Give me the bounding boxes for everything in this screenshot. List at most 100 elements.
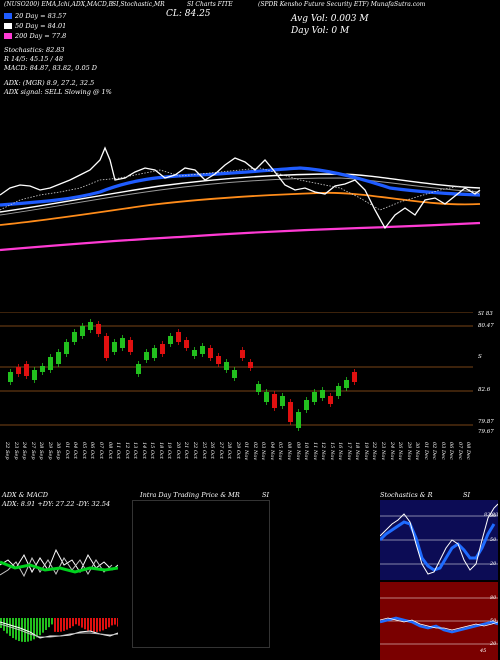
macd-histogram-bar — [99, 618, 101, 632]
candle-body — [144, 352, 149, 360]
macd-histogram-bar — [84, 618, 86, 630]
macd-histogram-bar — [57, 618, 59, 632]
ema200-line — [0, 221, 481, 252]
candle-body — [40, 366, 45, 372]
candle-body — [224, 362, 229, 370]
candle-body — [328, 396, 333, 404]
ema20-line — [0, 166, 481, 207]
candle-body — [280, 396, 285, 406]
macd-histogram-bar — [69, 618, 71, 629]
mrsi-chart — [380, 597, 498, 645]
candle-body — [264, 392, 269, 402]
x-axis-label: 13 Oct — [132, 442, 139, 459]
candle-body — [200, 346, 205, 354]
x-axis-label: 14 Oct — [140, 442, 147, 459]
macd-histogram-bar — [36, 618, 38, 638]
mrsi-signal-line — [380, 617, 498, 631]
macd-histogram-bar — [108, 618, 110, 628]
macd-histogram-bar — [111, 618, 113, 626]
price-label: 79.87 — [478, 419, 494, 425]
macd-histogram-bar — [21, 618, 23, 642]
header-mid: SI,Stochastic,MR — [112, 1, 165, 8]
x-axis-label: 09 Nov — [294, 442, 301, 461]
x-axis-label: 03 Nov — [260, 442, 267, 461]
x-axis-label: 05 Oct — [80, 442, 87, 459]
stochastics-panel: 82.83 80 50 20 — [380, 500, 498, 580]
stoch-si: SI — [463, 491, 471, 499]
candle-body — [136, 364, 141, 374]
legend-swatch — [4, 13, 12, 19]
macd-histogram-bar — [78, 618, 80, 626]
x-axis-label: 01 Dec — [422, 442, 429, 460]
macd-histogram-bar — [48, 618, 50, 628]
x-axis-label: 08 Nov — [286, 442, 292, 461]
macd-histogram-bar — [60, 618, 62, 632]
intraday-si: SI — [262, 491, 270, 499]
candle-body — [232, 370, 237, 378]
candle-body — [24, 364, 29, 376]
x-axis-label: 24 Nov — [388, 442, 395, 461]
candle-body — [296, 412, 301, 428]
macd-readout: MACD: 84.87, 83.82, 0.05 D — [4, 64, 98, 72]
candle-body — [96, 324, 101, 334]
intraday-title: Intra Day Trading Price & MR — [140, 491, 240, 499]
x-axis-label: 27 Oct — [217, 442, 224, 459]
x-axis: 22 Sep 23 Sep 24 Sep 27 Sep 28 Sep 29 Sep 30 S… — [0, 442, 480, 482]
adx-macd-panel: ADX: 8.91 +DY: 27.22 -DY: 32.54 — [0, 500, 118, 660]
x-axis-label: 30 Sep — [55, 442, 62, 460]
x-axis-label: 07 Oct — [98, 442, 104, 459]
mrsi-level-label: 20 — [490, 641, 497, 647]
adx-panel-title: ADX & MACD — [2, 491, 48, 499]
macd-histogram-bar — [117, 618, 118, 627]
macd-histogram-bar — [102, 618, 104, 631]
x-axis-label: 24 Sep — [21, 442, 28, 460]
stochastics-readout: Stochastics: 82.83 — [4, 46, 65, 54]
candle-body — [256, 384, 261, 392]
candle-body — [192, 350, 197, 356]
macd-histogram-bar — [0, 618, 2, 628]
x-axis-label: 11 Oct — [115, 442, 122, 459]
x-axis-label: 15 Oct — [149, 442, 156, 459]
x-axis-label: 02 Nov — [251, 442, 258, 461]
x-axis-label: 19 Oct — [166, 442, 173, 459]
day-vol-label: Day Vol: 0 M — [291, 26, 350, 36]
avg-vol-label: Avg Vol: 0.003 M — [291, 14, 369, 24]
legend-swatch — [4, 33, 12, 39]
candle-body — [240, 350, 245, 358]
x-axis-label: 21 Oct — [183, 442, 190, 459]
macd-histogram-bar — [93, 618, 95, 632]
signal-line — [0, 623, 118, 638]
stochastics-chart — [380, 503, 498, 575]
x-axis-label: 23 Sep — [12, 442, 19, 460]
legend-item: 50 Day = 84.01 — [4, 22, 66, 30]
macd-histogram-bar — [90, 618, 92, 632]
x-axis-label: 22 Sep — [4, 442, 10, 460]
x-axis-label: 26 Nov — [397, 442, 404, 461]
candle-body — [56, 352, 61, 364]
macd-histogram-bar — [3, 618, 5, 631]
stoch-d-line — [380, 520, 496, 572]
x-axis-label: 12 Nov — [320, 442, 327, 461]
price-label: 80.47 — [478, 323, 494, 329]
macd-histogram-bar — [33, 618, 35, 640]
legend-item: 20 Day = 83.57 — [4, 12, 66, 20]
price-label: S — [478, 354, 482, 360]
x-axis-label: 22 Oct — [192, 442, 198, 459]
header-right: (SPDR Kensho Future Security ETF) Munafa… — [258, 1, 426, 8]
candle-body — [112, 342, 117, 352]
x-axis-label: 02 Dec — [431, 442, 438, 460]
macd-histogram-bar — [105, 618, 107, 629]
x-axis-label: 30 Nov — [414, 442, 421, 461]
stoch-level-label: 80 — [490, 513, 497, 519]
x-axis-label: 19 Nov — [362, 442, 369, 461]
x-axis-label: 17 Nov — [345, 442, 352, 461]
candle-body — [208, 348, 213, 358]
candle-body — [152, 348, 157, 358]
intraday-panel — [132, 500, 270, 648]
macd-histogram-bar — [54, 618, 56, 632]
legend-item: 200 Day = 77.8 — [4, 32, 66, 40]
candle-body — [16, 367, 21, 374]
candle-body — [128, 340, 133, 352]
x-axis-label: 12 Oct — [123, 442, 130, 459]
header-left: (NUSO200) EMA,Ichi,ADX,MACD,B — [4, 1, 113, 8]
